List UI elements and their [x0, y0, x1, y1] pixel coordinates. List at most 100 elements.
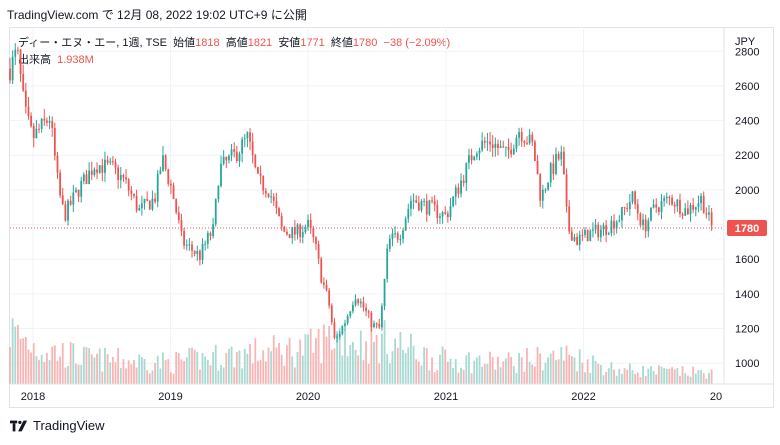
volume-bar	[425, 348, 428, 384]
volume-bar	[610, 362, 613, 384]
volume-bar	[24, 336, 27, 384]
volume-bar	[576, 371, 579, 384]
candle-body	[30, 115, 33, 127]
volume-bar	[280, 354, 283, 384]
volume-bar	[396, 347, 399, 384]
candle-body	[257, 167, 259, 174]
candle-body	[151, 198, 154, 210]
candle-body	[254, 155, 257, 168]
grid-lines	[10, 27, 724, 384]
volume-bar	[154, 362, 156, 384]
volume-bar	[328, 326, 331, 384]
low-label: 安値	[278, 37, 301, 49]
candle-body	[410, 200, 412, 209]
volume-bar	[196, 351, 199, 384]
volume-bar	[336, 330, 338, 384]
volume-bar	[428, 370, 431, 384]
candle-body	[359, 301, 362, 304]
volume-bar	[325, 336, 328, 384]
candle-body	[679, 199, 681, 215]
candle-body	[367, 311, 370, 313]
candle-body	[370, 312, 373, 328]
candle-body	[117, 167, 120, 181]
candle-body	[315, 237, 317, 245]
ohlc-legend: ディー・エヌ・エー, 1週, TSE 始値1818 高値1821 安値1771 …	[18, 34, 450, 50]
volume-bar	[315, 337, 317, 384]
volume-bar	[291, 356, 294, 384]
candle-body	[154, 198, 156, 202]
candle-body	[697, 203, 700, 207]
volume-bar	[526, 347, 528, 384]
volume-bar	[270, 351, 273, 384]
volume-bar	[462, 369, 465, 384]
candle-body	[322, 282, 325, 285]
candle-body	[650, 207, 652, 221]
volume-bar	[241, 368, 244, 384]
candle-body	[621, 207, 623, 221]
candle-body	[673, 204, 676, 207]
volume-bar	[225, 352, 228, 384]
volume-bar	[19, 338, 22, 384]
candle-body	[710, 212, 713, 226]
volume-bar	[246, 353, 249, 384]
candle-body	[657, 207, 660, 213]
candle-body	[483, 140, 486, 143]
volume-bar	[204, 356, 207, 384]
volume-bar	[75, 363, 77, 384]
volume-bar	[647, 368, 650, 384]
volume-bar	[652, 371, 655, 384]
candles	[9, 43, 713, 343]
volume-bar	[238, 350, 241, 384]
candle-body	[140, 203, 143, 209]
volume-bar	[346, 356, 349, 384]
volume-bar	[613, 369, 615, 384]
last-price-badge: 1780	[727, 220, 767, 237]
volume-bar	[417, 361, 420, 384]
volume-bar	[222, 367, 225, 384]
candle-body	[526, 142, 528, 144]
price-tick-label: 2400	[735, 116, 759, 128]
volume-bar	[22, 338, 25, 384]
candle-body	[172, 185, 175, 200]
volume-bar	[444, 349, 447, 384]
volume-bar	[578, 349, 581, 384]
price-tick-label: 1400	[735, 289, 759, 301]
volume-bar	[188, 347, 191, 384]
candle-body	[700, 195, 702, 204]
price-tick-label: 2600	[735, 81, 759, 93]
volume-bar	[410, 333, 412, 384]
volume-bar	[38, 360, 40, 384]
candle-body	[520, 132, 523, 142]
candle-body	[135, 195, 138, 211]
volume-bar	[512, 366, 515, 384]
volume-bar	[96, 353, 98, 384]
volume-bar	[53, 345, 56, 384]
publish-header: TradingView.com で 12月 08, 2022 19:02 UTC…	[7, 8, 307, 22]
candle-body	[51, 121, 54, 128]
footer-brand[interactable]: TradingView	[10, 418, 105, 433]
volume-bar	[415, 359, 418, 384]
volume-bar	[267, 347, 270, 384]
volume-bar	[668, 368, 671, 384]
volume-bar	[349, 344, 352, 384]
high-value: 1821	[247, 37, 273, 49]
volume-bar	[657, 365, 660, 384]
candle-body	[67, 200, 69, 221]
volume-bar	[296, 351, 299, 384]
candle-body	[143, 198, 146, 204]
volume-bar	[80, 364, 83, 384]
volume-bar	[27, 349, 30, 384]
candle-body	[549, 163, 552, 183]
volume-bar	[391, 351, 394, 384]
candle-body	[238, 153, 241, 162]
candle-body	[146, 198, 149, 201]
volume-bar	[602, 375, 605, 384]
candle-body	[222, 156, 225, 164]
candle-body	[61, 195, 64, 205]
price-axis: 1000120014001600180020002200240026002800	[735, 46, 759, 370]
volume-bar	[180, 359, 183, 384]
candle-body	[251, 141, 254, 156]
volume-bar	[423, 347, 426, 384]
open-label: 始値	[173, 37, 196, 49]
